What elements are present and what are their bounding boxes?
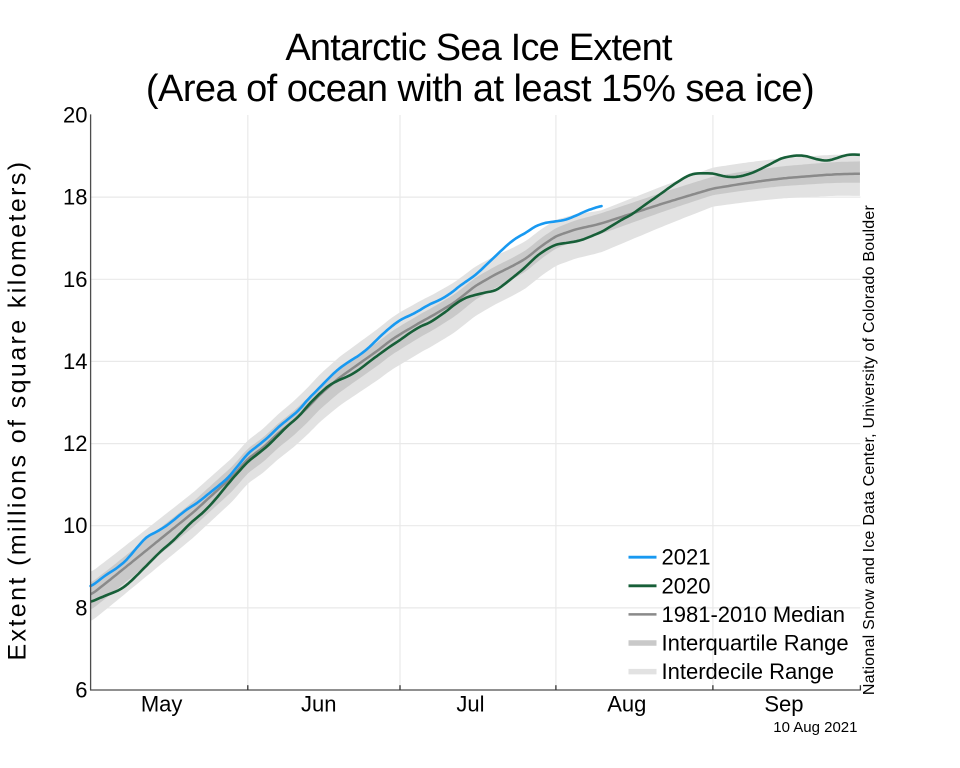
svg-text:May: May [141, 692, 183, 717]
svg-text:12: 12 [63, 431, 87, 456]
svg-text:National Snow and Ice Data Cen: National Snow and Ice Data Center, Unive… [861, 204, 878, 695]
svg-text:18: 18 [63, 185, 87, 210]
svg-text:6: 6 [75, 678, 87, 703]
svg-text:Interquartile Range: Interquartile Range [662, 631, 849, 656]
svg-text:14: 14 [63, 349, 87, 374]
svg-text:Antarctic Sea Ice Extent: Antarctic Sea Ice Extent [285, 27, 673, 69]
svg-text:16: 16 [63, 267, 87, 292]
svg-text:1981-2010 Median: 1981-2010 Median [662, 602, 845, 627]
svg-text:Sep: Sep [764, 692, 803, 717]
svg-text:(Area of ocean with at least 1: (Area of ocean with at least 15% sea ice… [146, 68, 814, 110]
svg-text:20: 20 [63, 103, 87, 128]
svg-text:2020: 2020 [662, 573, 711, 598]
svg-text:10 Aug 2021: 10 Aug 2021 [773, 719, 857, 736]
svg-text:8: 8 [75, 595, 87, 620]
svg-text:Interdecile Range: Interdecile Range [662, 659, 834, 684]
svg-text:Extent (millions of square kil: Extent (millions of square kilometers) [4, 159, 32, 660]
svg-text:Jul: Jul [456, 692, 484, 717]
svg-text:2021: 2021 [662, 545, 711, 570]
svg-text:Aug: Aug [607, 692, 646, 717]
svg-text:10: 10 [63, 513, 87, 538]
svg-text:Jun: Jun [301, 692, 336, 717]
